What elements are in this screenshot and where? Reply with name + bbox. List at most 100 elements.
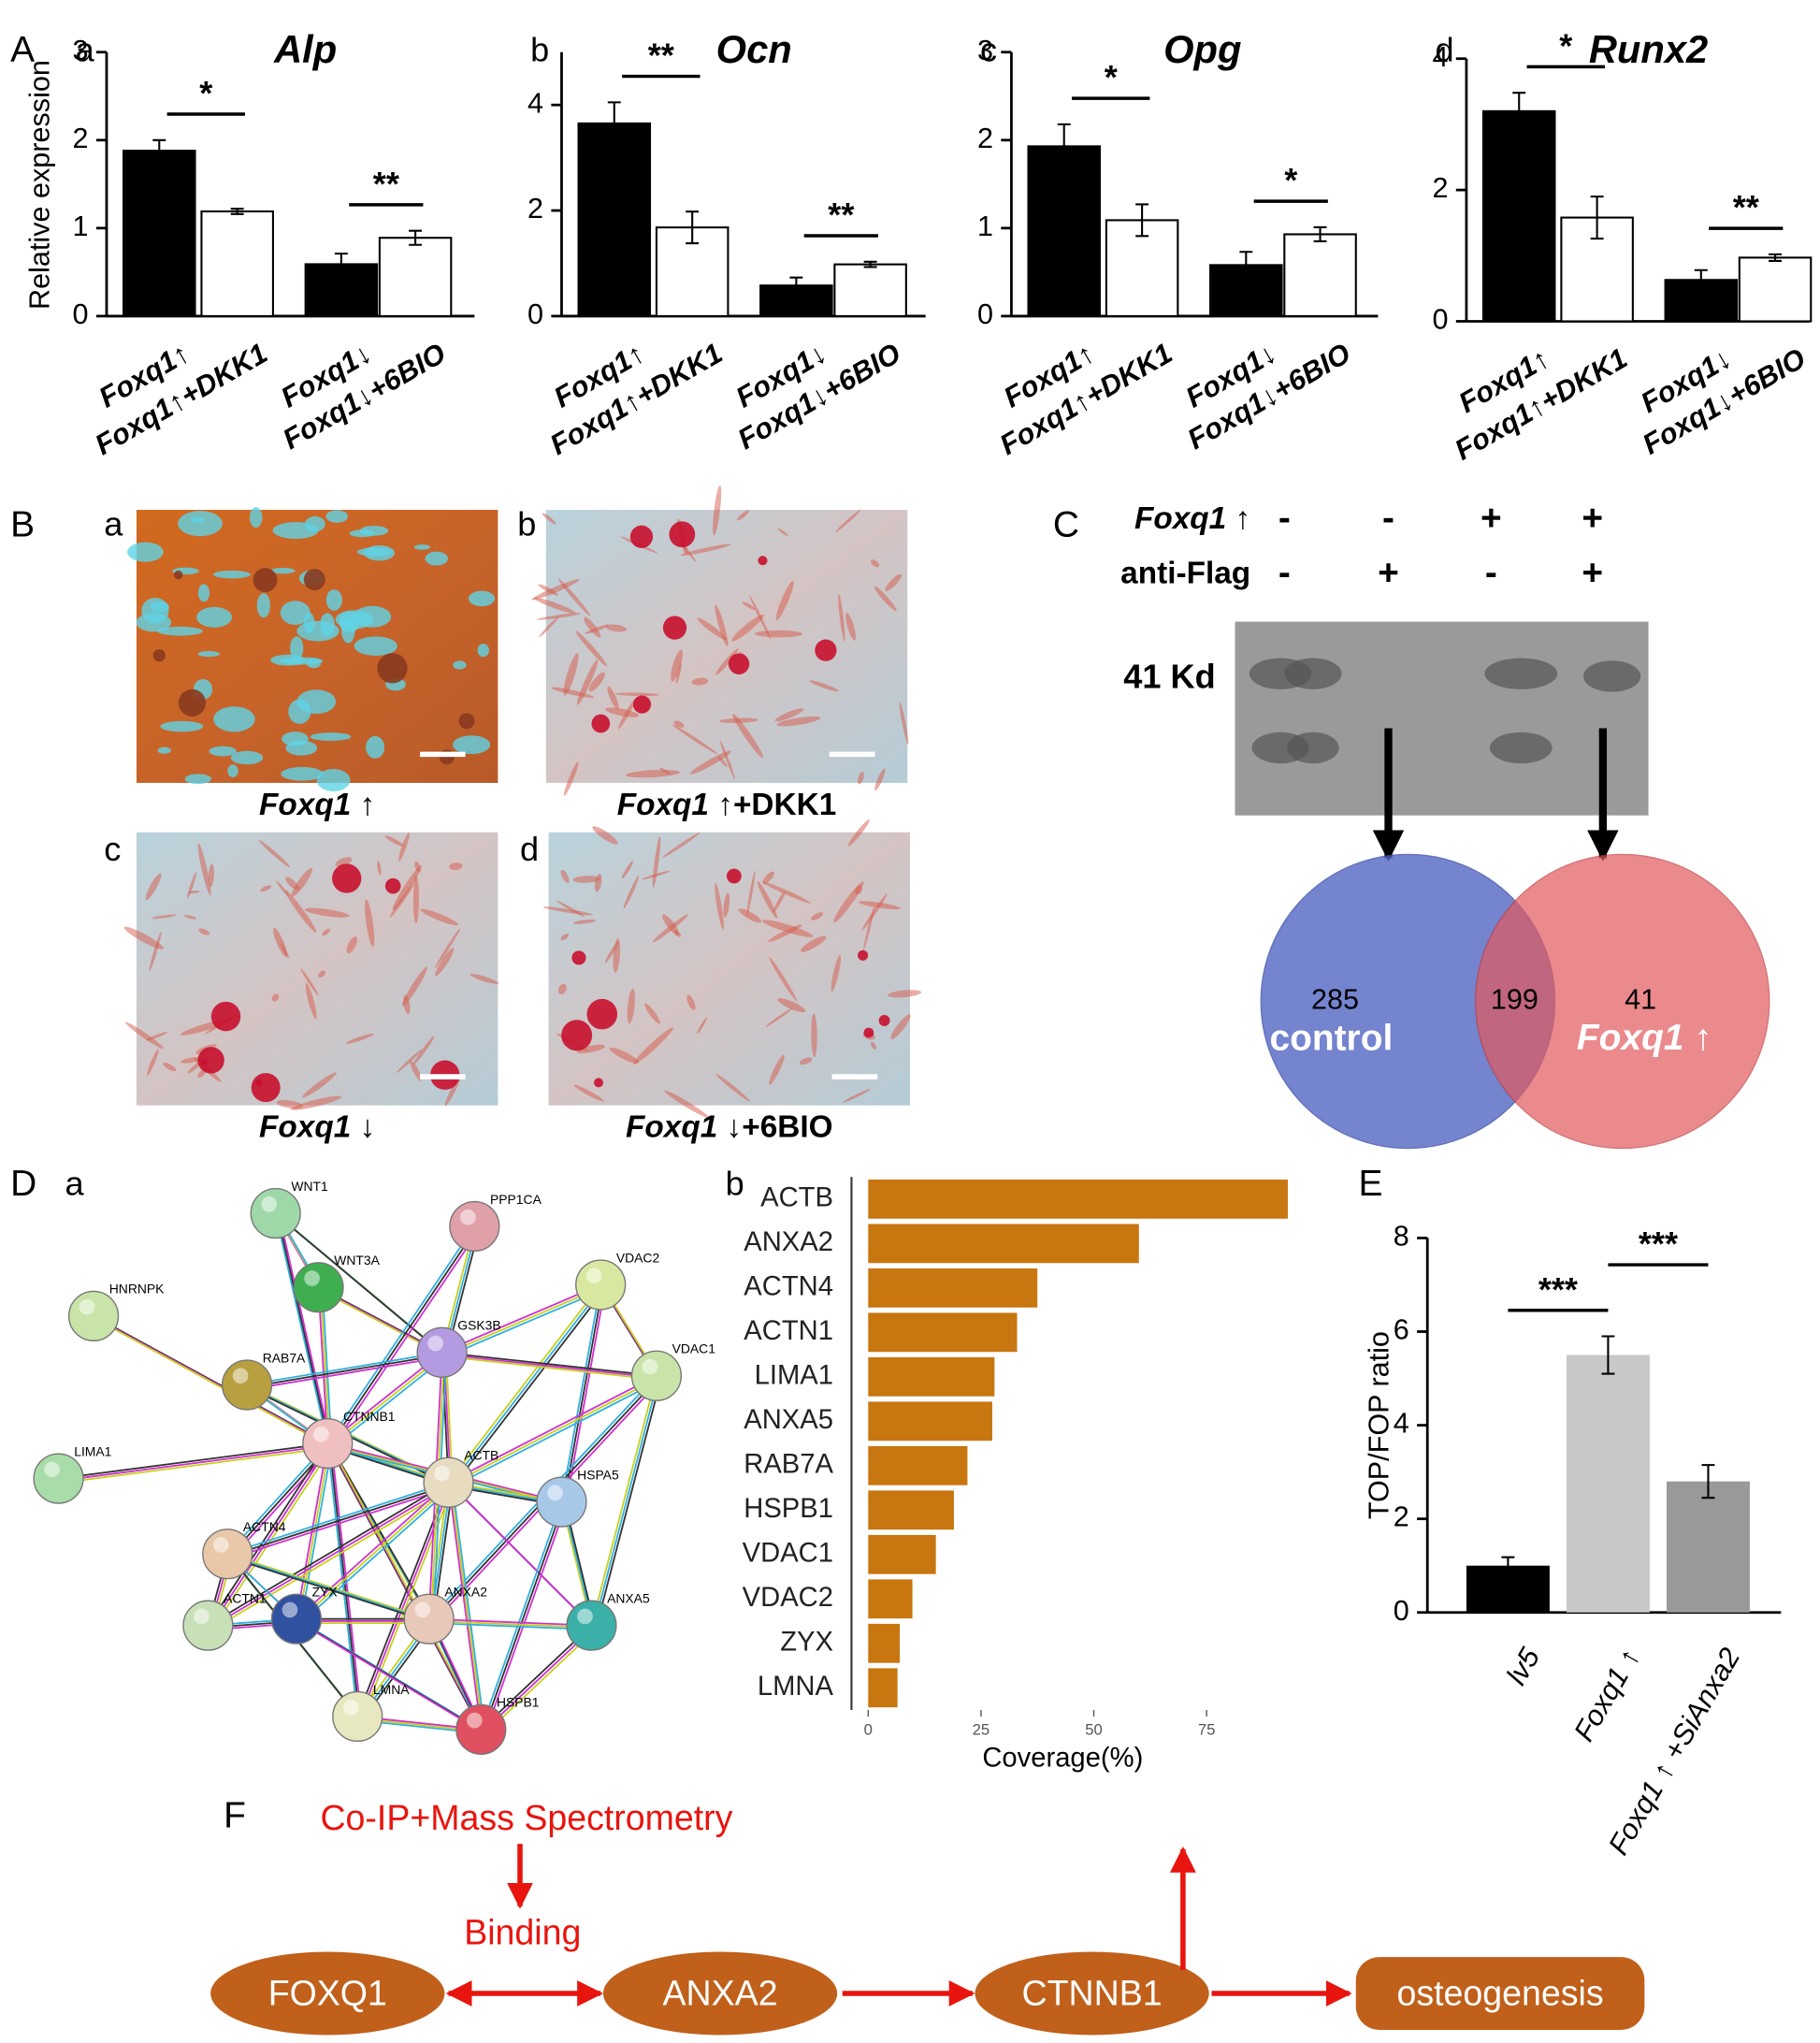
nodule: [152, 649, 166, 662]
stain: [539, 616, 560, 638]
network-edge: [484, 1629, 597, 1734]
node-shine: [342, 1699, 359, 1716]
stain: [871, 559, 880, 568]
stain: [392, 864, 422, 910]
venn-left-value: 285: [1311, 984, 1359, 1016]
bar: [868, 1490, 954, 1530]
stain: [453, 735, 491, 755]
stain: [123, 926, 165, 949]
stain: [576, 659, 599, 705]
nodule: [878, 1015, 890, 1026]
bar: [200, 210, 274, 317]
network-edge: [297, 1445, 331, 1622]
sub-label: c: [980, 30, 997, 68]
stain: [627, 988, 635, 1024]
stain: [183, 915, 197, 920]
y-tick-label: 0: [1432, 304, 1448, 336]
stain: [652, 835, 661, 888]
caption-gene: Foxq1: [259, 788, 351, 822]
stain: [899, 702, 909, 746]
network-edge: [443, 1354, 659, 1379]
nodule: [591, 714, 611, 733]
stain: [671, 649, 683, 682]
network-node: [302, 1417, 354, 1470]
stain: [609, 1047, 640, 1064]
error-bar: [152, 138, 166, 163]
network-edge: [326, 1442, 483, 1731]
y-tick-label: RAB7A: [744, 1450, 833, 1480]
stain: [855, 885, 863, 895]
network-edge: [229, 1484, 452, 1558]
blot-sign: +: [1582, 553, 1603, 593]
network-edge: [226, 1481, 449, 1556]
error-bar: [1239, 251, 1253, 280]
error-bar: [1590, 196, 1604, 240]
blot-membrane: [1235, 621, 1649, 816]
nodule: [632, 695, 652, 714]
stain: [434, 928, 461, 969]
caption-gene: Foxq1: [617, 788, 709, 822]
panel-letter: C: [1053, 504, 1079, 544]
network-edge: [297, 1484, 452, 1622]
stain: [652, 914, 688, 943]
micrograph-caption: Foxq1 ↓: [259, 1109, 375, 1144]
y-tick-label: ACTB: [760, 1183, 833, 1213]
blot-label: anti-Flag: [1120, 556, 1250, 590]
bar: [1283, 233, 1357, 317]
blot-band: [1287, 732, 1339, 764]
node-shine: [282, 1601, 298, 1618]
nodule: [669, 521, 696, 548]
stain: [403, 994, 411, 1015]
flow-node: [1355, 1957, 1645, 2030]
stain: [345, 1033, 374, 1044]
error-bar: [1135, 203, 1149, 238]
network-edge: [441, 1283, 601, 1354]
error-bar: [863, 260, 877, 268]
network-edge: [326, 1442, 359, 1717]
stain: [831, 954, 842, 992]
node-label: ANXA2: [444, 1585, 487, 1600]
nodule: [377, 653, 408, 684]
stain: [157, 626, 203, 636]
stain: [763, 881, 811, 904]
error-bar: [1313, 225, 1327, 243]
stain: [672, 724, 718, 755]
error-bar: [334, 253, 348, 276]
stain: [212, 570, 252, 579]
stain: [765, 1007, 793, 1027]
nodule: [251, 1073, 281, 1103]
y-tick-label: ZYX: [780, 1627, 833, 1657]
stain: [208, 863, 215, 888]
stain: [147, 1049, 159, 1076]
stain: [858, 901, 902, 910]
stain: [799, 1057, 813, 1065]
panel-letter: D: [10, 1164, 36, 1204]
micrograph-caption: Foxq1 ↑+DKK1: [617, 788, 837, 822]
stain: [300, 968, 319, 996]
stain: [401, 966, 427, 1007]
network-edge: [274, 1212, 329, 1444]
sub-label: b: [530, 30, 549, 68]
stain: [296, 620, 339, 642]
network-edge: [445, 1288, 605, 1358]
flow-node: [602, 1951, 838, 2036]
stain: [412, 1036, 435, 1065]
stain: [213, 706, 255, 732]
stain: [398, 832, 410, 862]
stain: [384, 835, 405, 848]
significance-label: ***: [1538, 1270, 1579, 1309]
y-tick-label: 6: [1394, 1314, 1409, 1346]
stain: [542, 906, 594, 916]
stain: [673, 930, 682, 937]
stain: [594, 874, 602, 892]
y-tick-label: 3: [73, 35, 89, 66]
flow-node: [210, 1951, 445, 2036]
stain: [249, 507, 263, 529]
y-axis-label: TOP/FOP ratio: [1363, 1331, 1394, 1519]
stain: [184, 774, 212, 785]
stain: [435, 948, 455, 977]
stain: [227, 764, 238, 777]
sub-label: b: [726, 1164, 744, 1202]
caption-suffix: ↓: [351, 1109, 375, 1144]
stain: [410, 1060, 422, 1081]
